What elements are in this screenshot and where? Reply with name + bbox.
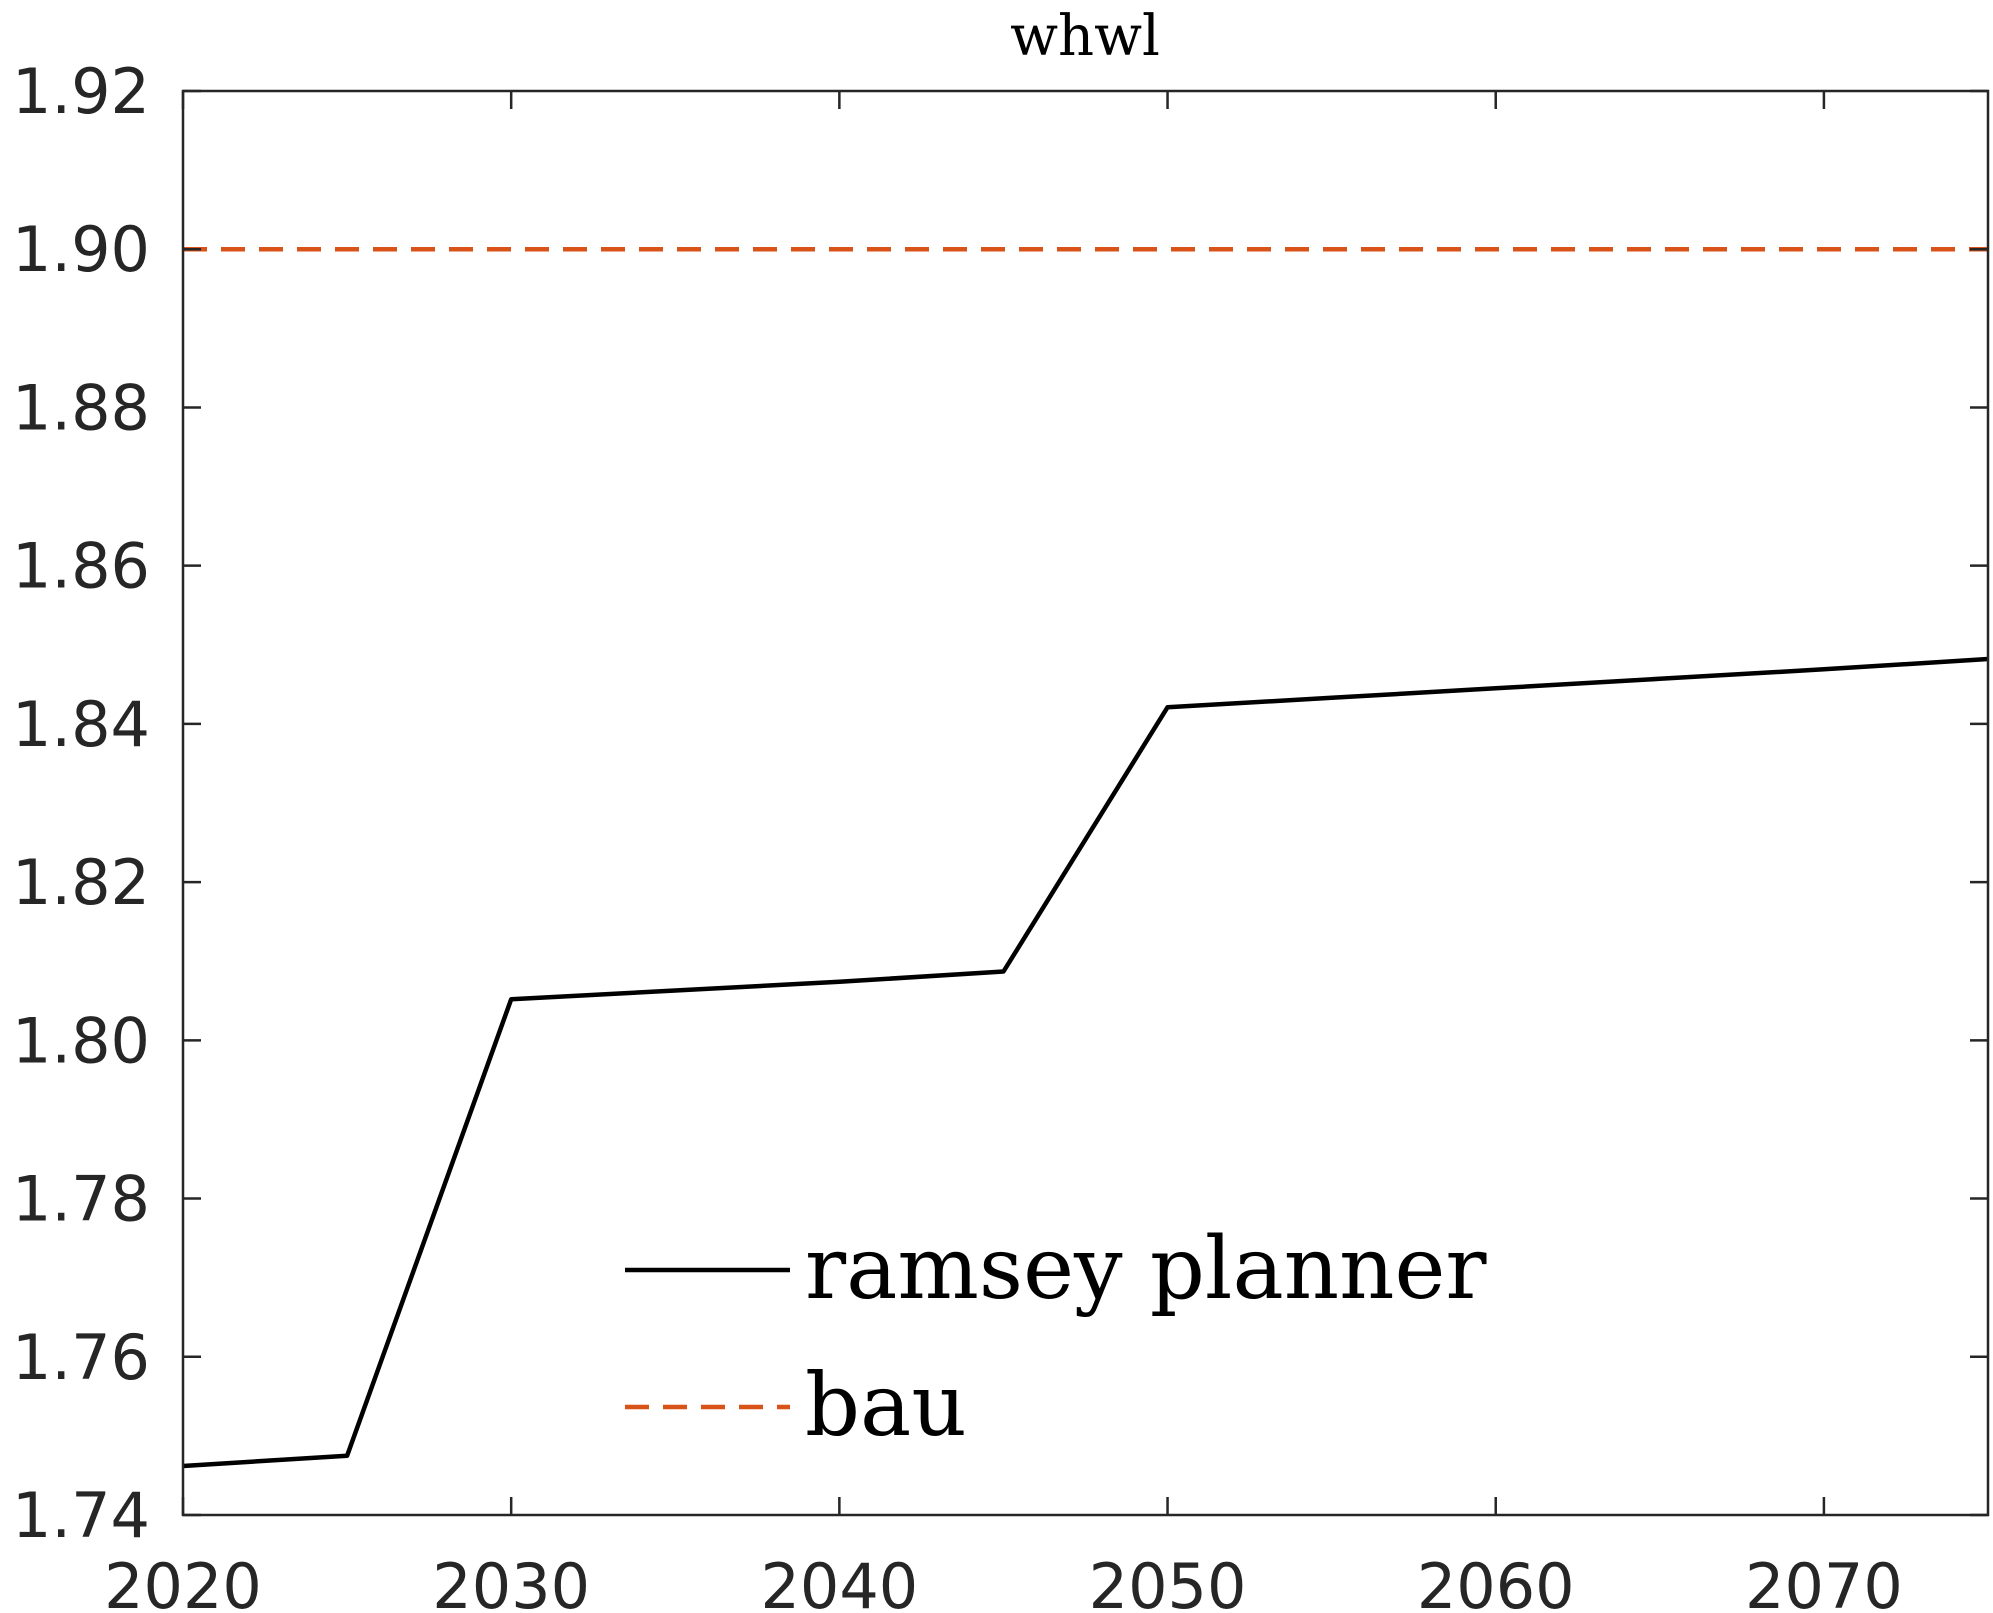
x-tick-label: 2060 bbox=[1417, 1550, 1575, 1613]
legend-label-1: bau bbox=[805, 1356, 967, 1456]
y-tick-label: 1.74 bbox=[12, 1479, 150, 1552]
axes: 1.74 1.76 1.78 1.80 1.82 1.84 1.86 1.88 1.90 1.92… bbox=[12, 55, 1990, 1613]
y-tick-label: 1.84 bbox=[12, 688, 150, 761]
x-tick-label: 2050 bbox=[1089, 1550, 1247, 1613]
axes-box bbox=[181, 89, 1990, 1517]
chart-title: whwl bbox=[1010, 4, 1160, 69]
y-tick-label: 1.88 bbox=[12, 371, 150, 444]
x-tick-label: 2030 bbox=[432, 1550, 590, 1613]
y-tick-label: 1.86 bbox=[12, 530, 150, 603]
y-tick-label: 1.80 bbox=[12, 1004, 150, 1077]
y-tick-label: 1.78 bbox=[12, 1163, 150, 1236]
x-tick-label: 2020 bbox=[104, 1550, 262, 1613]
y-tick-label: 1.92 bbox=[12, 55, 150, 128]
legend-label-0: ramsey planner bbox=[805, 1219, 1487, 1319]
y-tick-label: 1.76 bbox=[12, 1321, 150, 1394]
plot-area bbox=[182, 246, 1989, 1469]
legend: ramsey planner bau bbox=[625, 1219, 1487, 1456]
y-tick-label: 1.82 bbox=[12, 846, 150, 919]
x-tick-label: 2070 bbox=[1745, 1550, 1903, 1613]
series-line-ramsey-planner bbox=[182, 656, 1989, 1469]
x-tick-label: 2040 bbox=[760, 1550, 918, 1613]
y-tick-label: 1.90 bbox=[12, 213, 150, 286]
